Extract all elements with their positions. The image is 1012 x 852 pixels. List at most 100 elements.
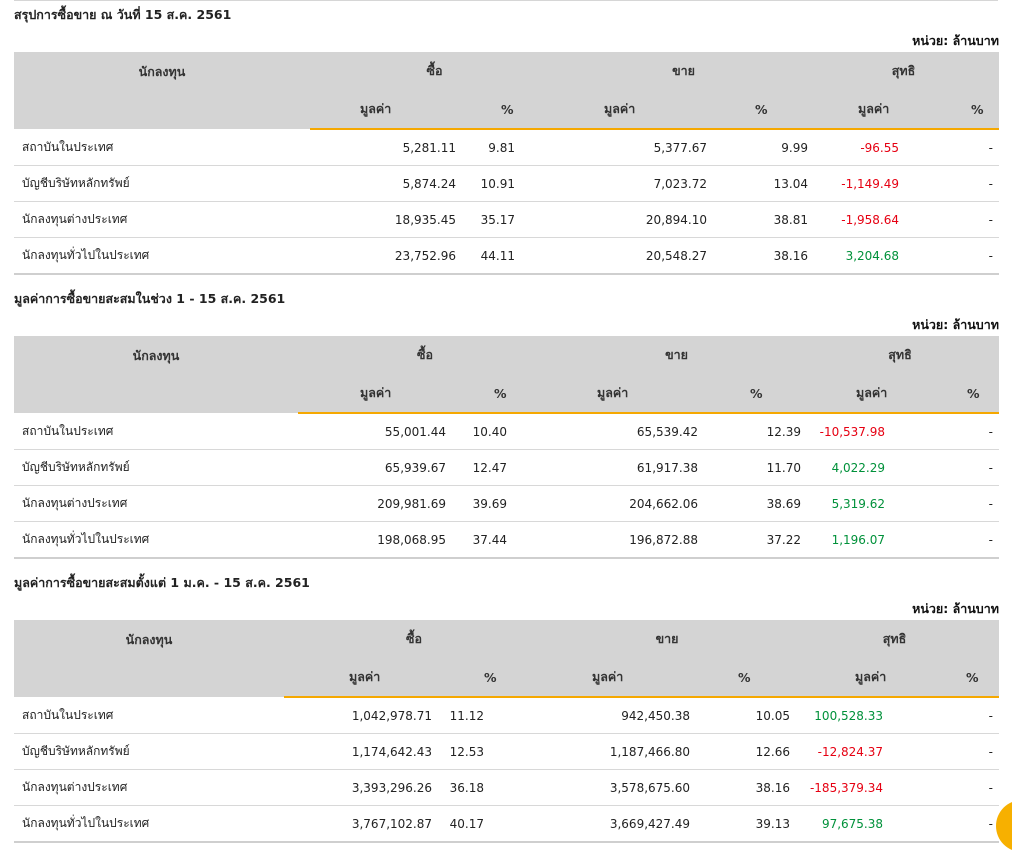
buy-value: 1,042,978.71 — [284, 697, 432, 734]
investor-name: นักลงทุนทั่วไปในประเทศ — [14, 521, 298, 559]
net-value: -10,537.98 — [801, 413, 948, 450]
buy-percent: 39.69 — [446, 485, 552, 522]
investor-name: สถาบันในประเทศ — [14, 697, 284, 734]
buy-value: 5,281.11 — [310, 129, 456, 166]
buy-percent: 12.53 — [432, 733, 544, 770]
sell-value: 204,662.06 — [552, 485, 698, 522]
buy-value: 18,935.45 — [310, 201, 456, 238]
trading-table: นักลงทุน ซื้อ ขาย สุทธิ มูลค่า% มูลค่า% มูลค่า… — [14, 336, 1000, 559]
header-sell: ขาย — [552, 336, 802, 374]
net-percent: - — [947, 521, 1000, 559]
buy-percent: 9.81 — [456, 129, 559, 166]
floating-action-button[interactable] — [996, 800, 1012, 852]
subheader-percent: % — [956, 90, 1000, 130]
table-row: บัญชีบริษัทหลักทรัพย์ 1,174,642.43 12.53 1,… — [14, 733, 1000, 770]
subheader-value: มูลค่า — [544, 658, 690, 698]
net-percent: - — [947, 485, 1000, 522]
buy-value: 3,393,296.26 — [284, 769, 432, 806]
investor-name: นักลงทุนต่างประเทศ — [14, 201, 310, 238]
buy-value: 198,068.95 — [298, 521, 446, 559]
net-value: -1,958.64 — [808, 201, 957, 238]
buy-percent: 37.44 — [446, 521, 552, 559]
investor-name: สถาบันในประเทศ — [14, 129, 310, 166]
net-value: 4,022.29 — [801, 449, 948, 486]
header-net: สุทธิ — [808, 52, 1000, 90]
subheader-value: มูลค่า — [284, 658, 432, 698]
buy-percent: 44.11 — [456, 237, 559, 275]
net-value: 5,319.62 — [801, 485, 948, 522]
net-percent: - — [947, 413, 1000, 450]
net-value: -1,149.49 — [808, 165, 957, 202]
net-percent: - — [936, 697, 1000, 734]
header-investor: นักลงทุน — [14, 620, 284, 697]
unit-label: หน่วย: ล้านบาท — [912, 601, 999, 616]
trading-table: นักลงทุน ซื้อ ขาย สุทธิ มูลค่า% มูลค่า% มูลค่า… — [14, 52, 1000, 275]
sell-value: 942,450.38 — [544, 697, 690, 734]
header-investor: นักลงทุน — [14, 52, 310, 129]
buy-percent: 10.40 — [446, 413, 552, 450]
buy-value: 55,001.44 — [298, 413, 446, 450]
sell-value: 196,872.88 — [552, 521, 698, 559]
header-sell: ขาย — [544, 620, 791, 658]
investor-name: บัญชีบริษัทหลักทรัพย์ — [14, 733, 284, 770]
unit-label: หน่วย: ล้านบาท — [912, 33, 999, 48]
sell-value: 3,669,427.49 — [544, 805, 690, 843]
sell-percent: 10.05 — [690, 697, 791, 734]
table-row: สถาบันในประเทศ 1,042,978.71 11.12 942,450.3… — [14, 697, 1000, 734]
section-title: สรุปการซื้อขาย ณ วันที่ 15 ส.ค. 2561 — [14, 7, 232, 22]
table-row: สถาบันในประเทศ 5,281.11 9.81 5,377.67 9.99 -9… — [14, 129, 1000, 166]
header-sell: ขาย — [559, 52, 809, 90]
buy-percent: 40.17 — [432, 805, 544, 843]
section-title: มูลค่าการซื้อขายสะสมในช่วง 1 - 15 ส.ค. 2… — [14, 291, 286, 306]
header-investor: นักลงทุน — [14, 336, 298, 413]
sell-value: 65,539.42 — [552, 413, 698, 450]
sell-value: 5,377.67 — [559, 129, 707, 166]
table-row: นักลงทุนทั่วไปในประเทศ 3,767,102.87 40.17 3… — [14, 805, 1000, 843]
net-percent: - — [947, 449, 1000, 486]
buy-value: 23,752.96 — [310, 237, 456, 275]
investor-name: สถาบันในประเทศ — [14, 413, 298, 450]
header-buy: ซื้อ — [310, 52, 559, 90]
subheader-percent: % — [698, 374, 802, 414]
sell-value: 61,917.38 — [552, 449, 698, 486]
buy-percent: 36.18 — [432, 769, 544, 806]
net-percent: - — [956, 165, 1000, 202]
sell-percent: 37.22 — [698, 521, 802, 559]
subheader-value: มูลค่า — [801, 374, 948, 414]
header-net: สุทธิ — [801, 336, 1000, 374]
table-row: สถาบันในประเทศ 55,001.44 10.40 65,539.42 12.… — [14, 413, 1000, 450]
section-2: มูลค่าการซื้อขายสะสมในช่วง 1 - 15 ส.ค. 2… — [14, 284, 1000, 559]
net-percent: - — [936, 805, 1000, 843]
subheader-value: มูลค่า — [552, 374, 698, 414]
table-row: นักลงทุนต่างประเทศ 209,981.69 39.69 204,662… — [14, 485, 1000, 522]
net-value: -12,824.37 — [790, 733, 937, 770]
sell-value: 20,548.27 — [559, 237, 707, 275]
net-percent: - — [936, 769, 1000, 806]
sell-percent: 39.13 — [690, 805, 791, 843]
sell-percent: 38.69 — [698, 485, 802, 522]
table-row: นักลงทุนทั่วไปในประเทศ 23,752.96 44.11 20,5… — [14, 237, 1000, 275]
net-percent: - — [956, 129, 1000, 166]
trading-table: นักลงทุน ซื้อ ขาย สุทธิ มูลค่า% มูลค่า% มูลค่า… — [14, 620, 1000, 843]
net-value: -96.55 — [808, 129, 957, 166]
net-value: -185,379.34 — [790, 769, 937, 806]
subheader-value: มูลค่า — [808, 90, 957, 130]
table-row: นักลงทุนทั่วไปในประเทศ 198,068.95 37.44 196… — [14, 521, 1000, 559]
net-value: 100,528.33 — [790, 697, 937, 734]
sell-percent: 9.99 — [707, 129, 809, 166]
table-row: นักลงทุนต่างประเทศ 18,935.45 35.17 20,894.1… — [14, 201, 1000, 238]
subheader-value: มูลค่า — [310, 90, 456, 130]
table-row: บัญชีบริษัทหลักทรัพย์ 65,939.67 12.47 61,91… — [14, 449, 1000, 486]
buy-value: 65,939.67 — [298, 449, 446, 486]
buy-value: 209,981.69 — [298, 485, 446, 522]
sell-percent: 12.39 — [698, 413, 802, 450]
net-percent: - — [956, 237, 1000, 275]
table-row: นักลงทุนต่างประเทศ 3,393,296.26 36.18 3,578… — [14, 769, 1000, 806]
sell-percent: 11.70 — [698, 449, 802, 486]
net-value: 97,675.38 — [790, 805, 937, 843]
buy-percent: 11.12 — [432, 697, 544, 734]
subheader-percent: % — [707, 90, 809, 130]
investor-name: นักลงทุนทั่วไปในประเทศ — [14, 805, 284, 843]
header-buy: ซื้อ — [284, 620, 544, 658]
subheader-percent: % — [456, 90, 559, 130]
